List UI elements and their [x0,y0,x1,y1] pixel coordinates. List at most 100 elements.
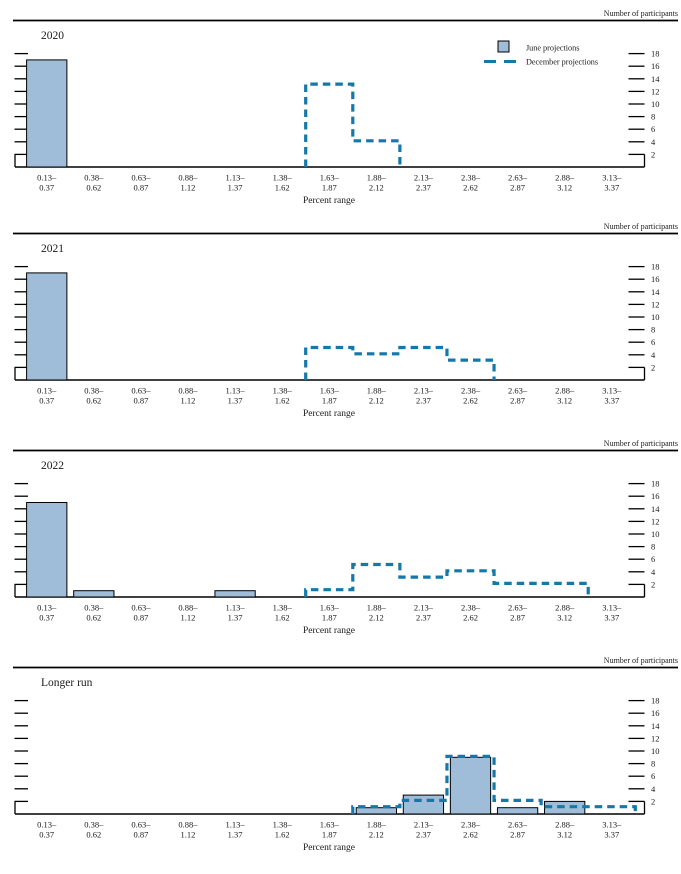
x-tick-label-top: 0.88– [178,603,198,613]
x-tick-label-top: 1.38– [273,386,293,396]
x-tick-label-bottom: 3.12 [557,396,572,406]
x-tick-label-bottom: 0.62 [86,613,101,623]
x-tick-label-top: 0.88– [178,386,198,396]
june-bar [73,590,115,598]
y-tick-label: 6 [651,124,655,134]
x-tick-label-bottom: 1.37 [228,183,243,193]
x-tick-label-bottom: 1.87 [322,613,337,623]
x-tick-label-bottom: 2.62 [463,830,478,840]
x-tick-label-bottom: 0.87 [133,396,148,406]
x-tick-label-bottom: 1.62 [275,830,290,840]
december-step-line [351,754,637,814]
y-tick-label: 12 [651,299,660,309]
x-tick-label-top: 0.63– [131,386,151,396]
x-tick-label-top: 2.88– [555,173,575,183]
x-tick-label-top: 0.63– [131,173,151,183]
y-tick-label: 16 [651,708,660,718]
x-tick-label-bottom: 1.12 [181,830,196,840]
projection-histogram-2: Number of participants 2021 2 4 6 8 10 12 14 16 18… [13,222,678,419]
x-tick-label-top: 1.38– [273,603,293,613]
x-tick-label-bottom: 2.62 [463,613,478,623]
y-tick-label: 2 [651,796,655,806]
x-tick-label-top: 2.38– [461,820,481,830]
x-tick-label-top: 2.38– [461,386,481,396]
x-tick-label-top: 0.63– [131,603,151,613]
x-tick-label-top: 1.38– [273,173,293,183]
y-tick-label: 18 [651,49,660,59]
x-tick-label-top: 2.38– [461,173,481,183]
y-tick-label: 12 [651,516,660,526]
june-bar [355,807,397,815]
x-tick-label-bottom: 2.12 [369,613,384,623]
x-tick-label-top: 0.38– [84,603,104,613]
x-tick-label-top: 0.13– [37,386,57,396]
legend-june-swatch [497,40,510,53]
x-tick-label-top: 2.63– [508,603,528,613]
x-tick-label-top: 0.38– [84,173,104,183]
y-tick-label: 6 [651,771,655,781]
y-tick-label: 10 [651,529,660,539]
x-tick-label-top: 1.13– [226,386,246,396]
x-tick-label-top: 1.63– [320,386,340,396]
x-tick-label-bottom: 2.87 [510,183,525,193]
x-tick-label-bottom: 3.37 [604,830,619,840]
y-tick-label: 16 [651,61,660,71]
x-tick-label-top: 2.13– [414,386,434,396]
y-tick-label: 8 [651,325,655,335]
x-tick-label-top: 1.88– [367,173,387,183]
x-tick-label-top: 0.38– [84,820,104,830]
x-tick-label-top: 1.63– [320,173,340,183]
december-step-line [304,82,402,167]
x-tick-label-bottom: 1.87 [322,396,337,406]
projection-histogram-4: Number of participants Longer run 2 4 6 8 10 12… [13,656,678,853]
x-tick-label-top: 1.88– [367,820,387,830]
y-tick-label: 8 [651,112,655,122]
y-tick-label: 14 [651,721,660,731]
y-tick-label: 16 [651,491,660,501]
x-tick-label-bottom: 3.37 [604,613,619,623]
x-tick-label-bottom: 3.12 [557,613,572,623]
y-tick-label: 10 [651,312,660,322]
y-tick-label: 10 [651,746,660,756]
y-tick-label: 6 [651,554,655,564]
x-tick-label-top: 1.63– [320,820,340,830]
x-tick-label-bottom: 0.62 [86,396,101,406]
y-tick-label: 4 [651,137,656,147]
y-tick-label: 8 [651,542,655,552]
projection-histogram-3: Number of participants 2022 2 4 6 8 10 12 14 16 18… [13,439,678,636]
participants-header: Number of participants [604,656,678,665]
y-tick-label: 4 [651,567,656,577]
x-tick-label-top: 1.63– [320,603,340,613]
x-tick-label-bottom: 3.37 [604,396,619,406]
x-tick-label-bottom: 2.87 [510,396,525,406]
x-tick-label-top: 1.13– [226,173,246,183]
x-tick-label-top: 2.38– [461,603,481,613]
x-tick-label-bottom: 2.12 [369,830,384,840]
june-bar [214,590,256,598]
participants-header: Number of participants [604,222,678,231]
x-tick-label-bottom: 1.87 [322,830,337,840]
june-bar [26,502,68,598]
x-tick-label-top: 1.88– [367,386,387,396]
x-tick-label-top: 2.63– [508,386,528,396]
june-bar [496,807,539,815]
x-axis-label: Percent range [303,843,355,853]
x-axis-label: Percent range [303,409,355,419]
participants-header: Number of participants [604,9,678,18]
y-tick-label: 10 [651,99,660,109]
x-tick-label-top: 0.13– [37,820,57,830]
x-tick-label-bottom: 2.87 [510,830,525,840]
x-tick-label-bottom: 1.87 [322,183,337,193]
x-tick-label-bottom: 2.37 [416,613,431,623]
x-tick-label-bottom: 3.12 [557,830,572,840]
x-tick-label-bottom: 0.62 [86,830,101,840]
y-tick-label: 16 [651,274,660,284]
x-tick-label-bottom: 2.37 [416,830,431,840]
june-bar [26,272,68,381]
x-tick-label-top: 0.13– [37,173,57,183]
x-tick-label-bottom: 0.87 [133,613,148,623]
x-axis-label: Percent range [303,196,355,206]
x-tick-label-bottom: 2.62 [463,396,478,406]
june-bar [449,756,492,815]
